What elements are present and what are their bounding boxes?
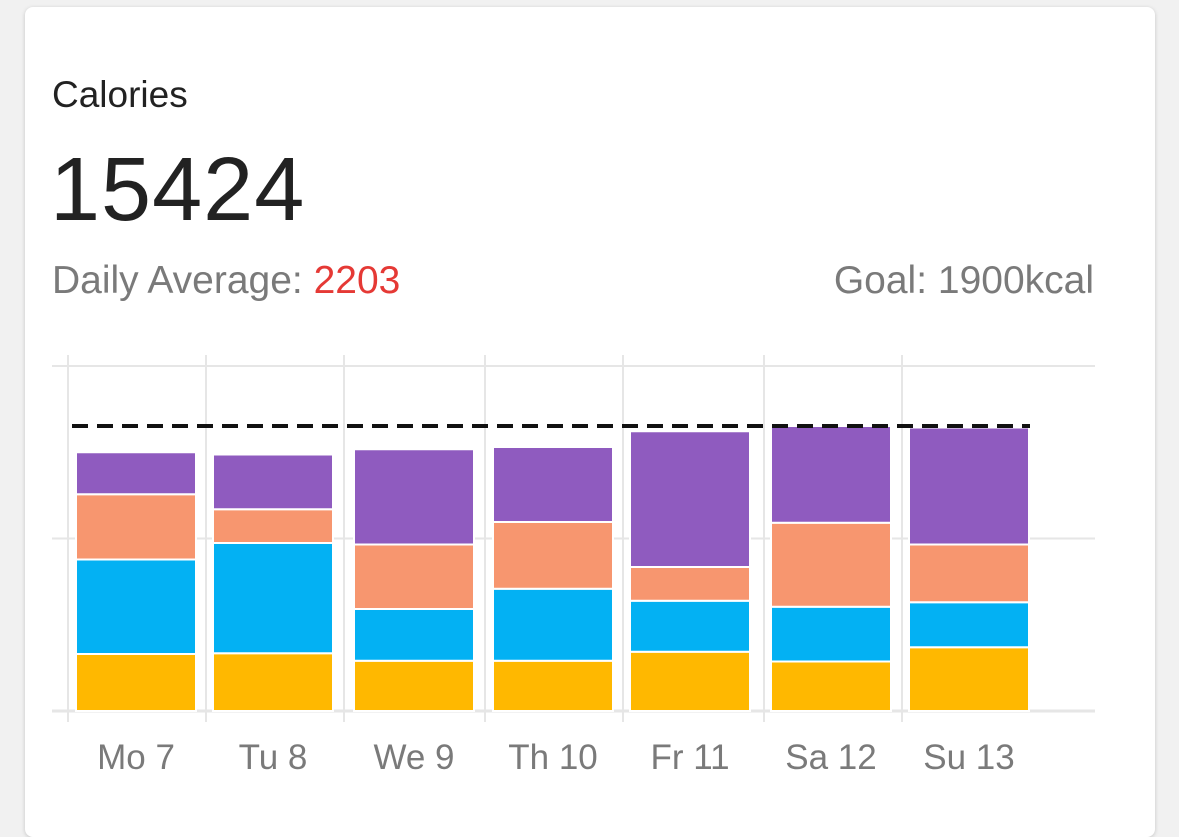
bar-segment-th-10-series-3 xyxy=(492,521,614,590)
x-tick-label: Su 13 xyxy=(923,738,1014,777)
bar-segment-fr-11-series-4 xyxy=(629,430,751,568)
bar-segment-mo-7-series-4 xyxy=(75,451,197,496)
bar-segment-su-13-series-3 xyxy=(908,543,1030,604)
x-tick-label: Fr 11 xyxy=(650,738,729,777)
calories-bar-chart: Mo 7 Tu 8 We 9 Th 10 Fr 11 Sa 12 Su 13 xyxy=(52,355,1095,777)
bar-segment-fr-11-series-1 xyxy=(629,650,751,712)
card-title: Calories xyxy=(52,74,188,115)
x-tick-label: Th 10 xyxy=(508,738,598,777)
bar-segment-th-10-series-1 xyxy=(492,659,614,712)
bar-segment-we-9-series-3 xyxy=(353,543,475,610)
bar-segment-sa-12-series-1 xyxy=(770,660,892,712)
bar-segment-mo-7-series-3 xyxy=(75,493,197,561)
bar-segment-th-10-series-2 xyxy=(492,587,614,662)
daily-average-value: 2203 xyxy=(313,259,401,302)
bar-segment-th-10-series-4 xyxy=(492,446,614,523)
x-tick-label: We 9 xyxy=(373,738,454,777)
bar-segment-mo-7-series-1 xyxy=(75,653,197,712)
bar-segment-tu-8-series-4 xyxy=(212,453,334,511)
bar-segment-tu-8-series-3 xyxy=(212,508,334,544)
x-tick-label: Tu 8 xyxy=(239,738,308,777)
x-tick-label: Sa 12 xyxy=(785,738,876,777)
bar-segment-we-9-series-4 xyxy=(353,448,475,546)
bar-segment-fr-11-series-2 xyxy=(629,599,751,653)
bar-segment-tu-8-series-1 xyxy=(212,652,334,712)
bar-segment-we-9-series-2 xyxy=(353,608,475,662)
bar-segment-su-13-series-2 xyxy=(908,601,1030,649)
bar-segment-mo-7-series-2 xyxy=(75,558,197,655)
calories-total: 15424 xyxy=(50,140,306,240)
bar-segment-su-13-series-1 xyxy=(908,646,1030,712)
x-tick-label: Mo 7 xyxy=(97,738,175,777)
bar-segment-sa-12-series-3 xyxy=(770,521,892,608)
bar-segment-sa-12-series-2 xyxy=(770,605,892,663)
goal-label: Goal: 1900kcal xyxy=(833,259,1094,302)
bar-segment-we-9-series-1 xyxy=(353,659,475,712)
bar-segment-su-13-series-4 xyxy=(908,426,1030,546)
daily-average-label: Daily Average: xyxy=(52,259,303,302)
bar-segment-fr-11-series-3 xyxy=(629,566,751,602)
bar-segment-tu-8-series-2 xyxy=(212,542,334,655)
bar-segment-sa-12-series-4 xyxy=(770,425,892,524)
daily-average: Daily Average: 2203 xyxy=(52,258,400,304)
